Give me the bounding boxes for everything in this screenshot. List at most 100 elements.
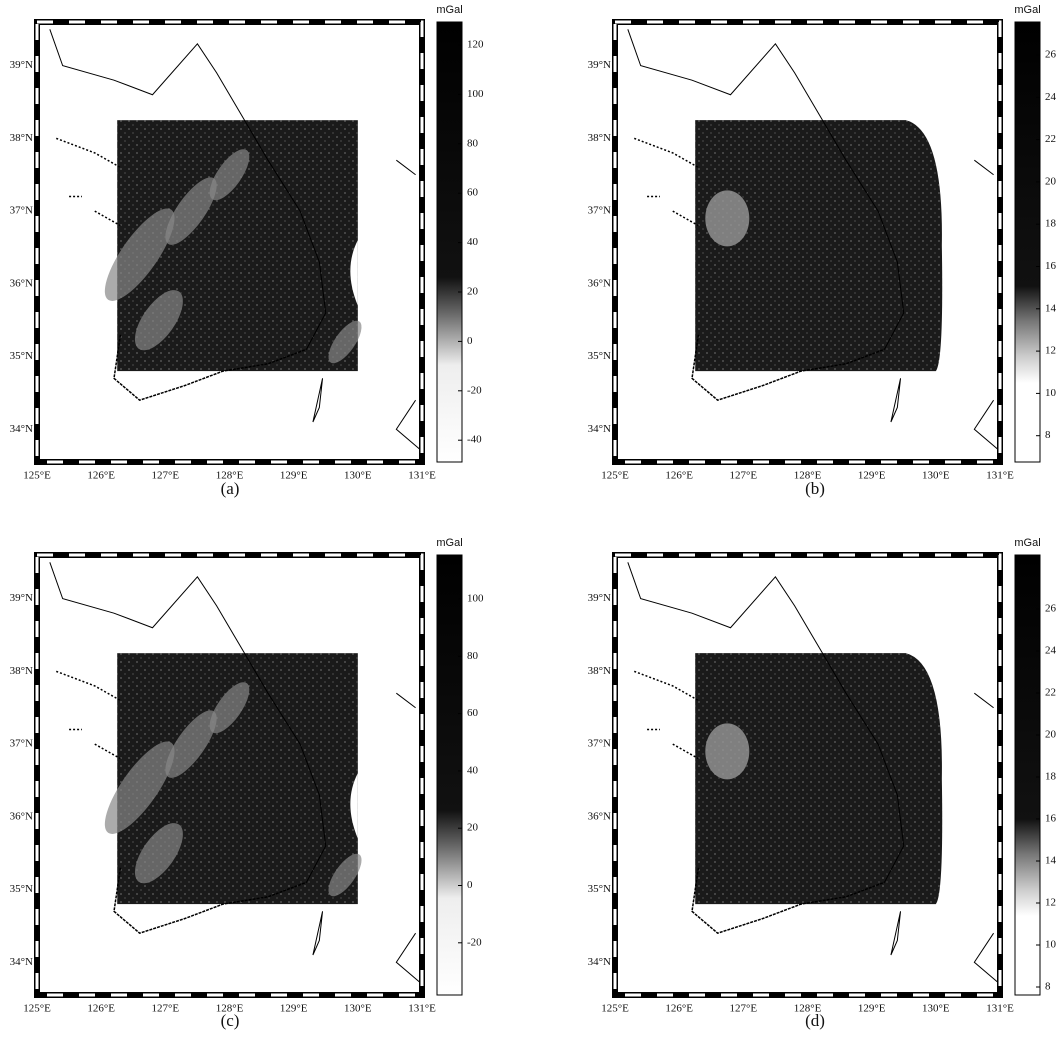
- lat-label: 37°N: [588, 738, 611, 750]
- lon-label: 126°E: [87, 470, 115, 482]
- panel-caption: (c): [221, 1011, 240, 1030]
- colorbar-tick-label: 8: [1045, 981, 1051, 993]
- lon-label: 127°E: [730, 470, 758, 482]
- colorbar-tick-label: 24: [1045, 91, 1057, 103]
- colorbar-tick-label: 14: [1045, 302, 1057, 314]
- colorbar-tick-label: 0: [467, 335, 473, 347]
- colorbar-unit: mGal: [1014, 4, 1040, 16]
- colorbar-tick-label: 18: [1045, 771, 1057, 783]
- colorbar-tick-label: 26: [1045, 49, 1057, 61]
- coastline-south: [113, 867, 307, 935]
- lon-label: 131°E: [408, 470, 436, 482]
- coastline: [627, 562, 905, 883]
- colorbar-tick-label: 12: [1045, 897, 1056, 909]
- lat-label: 34°N: [10, 423, 33, 435]
- colorbar-tick-label: 20: [467, 822, 479, 834]
- colorbar-tick-label: 20: [1045, 729, 1057, 741]
- coastline-japan: [973, 692, 1001, 985]
- lat-label: 37°N: [10, 738, 33, 750]
- lat-label: 37°N: [588, 205, 611, 217]
- colorbar: [436, 21, 463, 463]
- lon-label: 127°E: [730, 1003, 758, 1015]
- colorbar-tick-label: 80: [467, 650, 479, 662]
- lat-label: 37°N: [10, 205, 33, 217]
- island-tsushima: [890, 911, 902, 956]
- panel-caption: (a): [221, 479, 240, 498]
- colorbar: [1014, 554, 1041, 996]
- colorbar-tick-label: 60: [467, 707, 479, 719]
- map-panel: 39°N 38°N 37°N 36°N 35°N 34°N 125°E 126°E 127°E 1…: [588, 4, 1057, 482]
- colorbar: [436, 554, 463, 996]
- gravity-field: [695, 120, 943, 372]
- lat-label: 34°N: [588, 956, 611, 968]
- coastline: [49, 562, 327, 883]
- colorbar: [1014, 21, 1041, 463]
- colorbar-tick-label: 20: [1045, 175, 1057, 187]
- panel-caption: (b): [805, 479, 825, 498]
- lon-label: 130°E: [922, 470, 950, 482]
- field-light-area: [134, 290, 183, 351]
- coastline-west: [55, 670, 121, 760]
- colorbar-tick-label: 10: [1045, 939, 1057, 951]
- colorbar-tick-label: 22: [1045, 133, 1056, 145]
- map-frame-inner: [613, 553, 1002, 997]
- colorbar-unit: mGal: [1014, 537, 1040, 549]
- panel-caption: (d): [805, 1011, 825, 1030]
- colorbar-tick-label: 8: [1045, 429, 1051, 441]
- colorbar-tick-label: 40: [467, 236, 479, 248]
- colorbar-tick-label: -40: [467, 434, 482, 446]
- colorbar-unit: mGal: [436, 4, 462, 16]
- colorbar-tick-label: 80: [467, 137, 479, 149]
- coastline-south: [113, 334, 307, 402]
- coastline-south: [691, 867, 885, 935]
- colorbar-tick-label: 120: [467, 39, 484, 51]
- lon-label: 125°E: [23, 1003, 51, 1015]
- lon-label: 128°E: [216, 1003, 244, 1015]
- field-light-area: [209, 149, 250, 201]
- colorbar-tick-label: 100: [467, 88, 484, 100]
- map-frame-inner: [613, 20, 1002, 464]
- field-light-area: [104, 741, 175, 834]
- field-light-area: [104, 208, 175, 301]
- lat-label: 35°N: [588, 350, 611, 362]
- lat-label: 36°N: [10, 810, 33, 822]
- lon-label: 130°E: [344, 1003, 372, 1015]
- colorbar-tick-label: 40: [467, 764, 479, 776]
- lat-label: 39°N: [10, 592, 33, 604]
- lat-label: 39°N: [10, 59, 33, 71]
- lat-label: 36°N: [10, 277, 33, 289]
- lat-label: 39°N: [588, 59, 611, 71]
- lat-label: 34°N: [10, 956, 33, 968]
- colorbar-tick-label: 12: [1045, 345, 1056, 357]
- field-light-area: [165, 177, 217, 245]
- lon-label: 129°E: [280, 470, 308, 482]
- lat-label: 35°N: [588, 883, 611, 895]
- colorbar-tick-label: 16: [1045, 813, 1057, 825]
- colorbar-tick-label: -20: [467, 936, 482, 948]
- lon-label: 127°E: [152, 1003, 180, 1015]
- map-frame-inner: [35, 20, 424, 464]
- lon-label: 131°E: [986, 470, 1014, 482]
- colorbar-tick-label: 24: [1045, 645, 1057, 657]
- coastline-west: [633, 137, 699, 227]
- lon-label: 131°E: [408, 1003, 436, 1015]
- coastline-south: [691, 334, 885, 402]
- coastline-west: [55, 137, 121, 227]
- colorbar-tick-label: 22: [1045, 687, 1056, 699]
- lon-label: 129°E: [858, 470, 886, 482]
- island-tsushima: [890, 378, 902, 423]
- lat-label: 35°N: [10, 883, 33, 895]
- gravity-field: [695, 653, 943, 905]
- map-panel: 39°N 38°N 37°N 36°N 35°N 34°N 125°E 126°E 127°E 1…: [10, 4, 484, 482]
- lon-label: 128°E: [216, 470, 244, 482]
- field-light-area: [328, 320, 362, 364]
- colorbar-tick-label: 100: [467, 593, 484, 605]
- field-light-area: [165, 710, 217, 778]
- coastline-japan: [395, 692, 423, 985]
- coastline-japan: [395, 159, 423, 452]
- colorbar-tick-label: 0: [467, 879, 473, 891]
- lon-label: 127°E: [152, 470, 180, 482]
- lon-label: 129°E: [280, 1003, 308, 1015]
- lat-label: 38°N: [10, 665, 33, 677]
- lon-label: 126°E: [665, 1003, 693, 1015]
